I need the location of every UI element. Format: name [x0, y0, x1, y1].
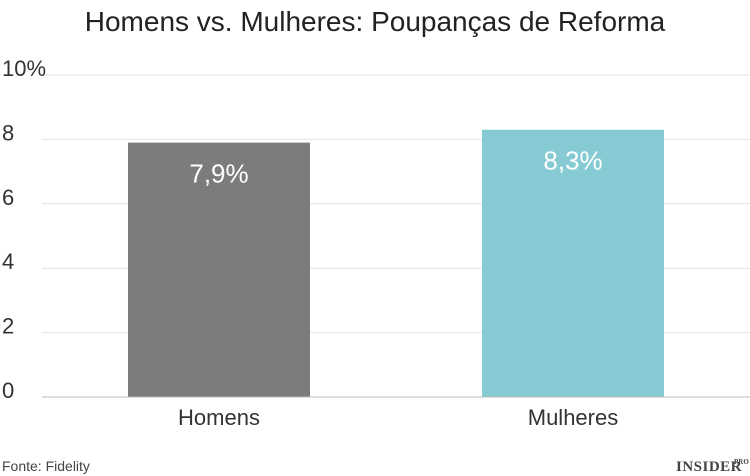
bars — [128, 129, 664, 398]
brand-logo: INSIDER PRO — [676, 458, 749, 475]
y-tick-label: 6 — [2, 185, 14, 210]
x-tick-label: Homens — [178, 405, 260, 430]
y-tick-label: 2 — [2, 314, 14, 339]
y-tick-label: 8 — [2, 120, 14, 145]
brand-name: INSIDER — [676, 459, 742, 475]
data-labels: 7,9% 8,3% — [189, 146, 602, 189]
bar-homens — [128, 142, 310, 397]
chart-title: Homens vs. Mulheres: Poupanças de Reform… — [85, 6, 666, 37]
brand-suffix: PRO — [734, 458, 749, 466]
y-tick-label: 4 — [2, 249, 14, 274]
y-tick-label: 0 — [2, 378, 14, 403]
bar-mulheres — [482, 129, 664, 398]
x-axis: Homens Mulheres — [178, 405, 618, 430]
data-label: 7,9% — [189, 159, 248, 189]
y-tick-label: 10% — [2, 56, 46, 81]
data-label: 8,3% — [543, 146, 602, 176]
source-note: Fonte: Fidelity — [2, 458, 90, 474]
x-tick-label: Mulheres — [528, 405, 618, 430]
y-axis: 0 2 4 6 8 10% — [2, 56, 46, 403]
